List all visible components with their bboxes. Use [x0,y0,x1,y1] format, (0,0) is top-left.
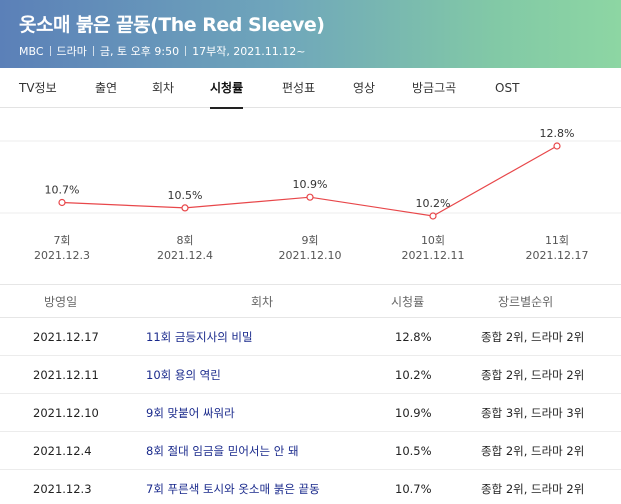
data-point [58,198,66,207]
row-date: 2021.12.3 [33,482,92,496]
row-rating: 10.7% [395,482,432,496]
row-rating: 10.9% [395,406,432,420]
ratings-chart: 10.7% 7회 2021.12.3 10.5% 8회 2021.12.4 10.9% 9회 2… [0,109,621,279]
data-point [306,193,314,201]
meta-separator [92,46,94,56]
row-rank: 종합 2위, 드라마 2위 [481,368,585,382]
row-episode-link[interactable]: 9회 맞붙어 싸워라 [146,406,235,420]
x-tick-label: 11회 [545,234,569,247]
data-label: 10.7% [45,184,80,197]
data-point [429,212,437,220]
tab-episodes[interactable]: 회차 [152,81,175,95]
row-date: 2021.12.11 [33,368,99,382]
meta-separator [49,46,51,56]
meta-airtime: 금, 토 오후 9:50 [99,45,180,58]
row-rank: 종합 2위, 드라마 2위 [481,482,585,496]
table-header: 방영일 회차 시청률 장르별순위 [0,284,621,318]
table-row: 2021.12.17 11회 금등지사의 비밀 12.8% 종합 2위, 드라마… [0,318,621,356]
x-tick-date: 2021.12.3 [34,249,90,262]
row-episode-link[interactable]: 8회 절대 임금을 믿어서는 안 돼 [146,444,299,458]
data-label: 10.5% [168,189,203,202]
row-rating: 10.5% [395,444,432,458]
meta-separator [185,46,187,56]
header-episode: 회차 [251,295,274,309]
tab-tv-info[interactable]: TV정보 [19,81,57,95]
table-row: 2021.12.10 9회 맞붙어 싸워라 10.9% 종합 3위, 드라마 3… [0,394,621,432]
row-rank: 종합 2위, 드라마 2위 [481,330,585,344]
header-date: 방영일 [44,295,78,309]
row-rating: 10.2% [395,368,432,382]
row-rank: 종합 2위, 드라마 2위 [481,444,585,458]
table-row: 2021.12.4 8회 절대 임금을 믿어서는 안 돼 10.5% 종합 2위… [0,432,621,470]
meta-channel: MBC [19,44,44,58]
row-date: 2021.12.10 [33,406,99,420]
meta-genre: 드라마 [56,45,87,58]
row-rating: 12.8% [395,330,432,344]
ratings-chart-svg: 10.7% 7회 2021.12.3 10.5% 8회 2021.12.4 10.9% 9회 2… [0,127,621,262]
table-row: 2021.12.3 7회 푸른색 토시와 옷소매 붉은 끝동 10.7% 종합 … [0,470,621,504]
data-label: 10.2% [416,197,451,210]
x-tick-date: 2021.12.17 [526,249,589,262]
tab-bar: TV정보 출연 회차 시청률 편성표 영상 방금그곡 OST [0,68,621,109]
x-tick-label: 8회 [176,234,193,247]
meta-episodes: 17부작, 2021.11.12~ [192,45,306,58]
tab-video[interactable]: 영상 [353,81,376,95]
ratings-table: 방영일 회차 시청률 장르별순위 2021.12.17 11회 금등지사의 비밀… [0,284,621,504]
row-date: 2021.12.17 [33,330,99,344]
row-date: 2021.12.4 [33,444,92,458]
program-header: 옷소매 붉은 끝동(The Red Sleeve) MBC 드라마 금, 토 오… [0,0,621,68]
tab-song[interactable]: 방금그곡 [412,81,457,95]
data-label: 10.9% [293,178,328,191]
row-rank: 종합 3위, 드라마 3위 [481,406,585,420]
x-tick-label: 7회 [53,234,70,247]
x-tick-date: 2021.12.4 [157,249,213,262]
row-episode-link[interactable]: 7회 푸른색 토시와 옷소매 붉은 끝동 [146,482,320,496]
tab-ost[interactable]: OST [495,81,520,95]
program-meta: MBC 드라마 금, 토 오후 9:50 17부작, 2021.11.12~ [19,43,306,59]
data-point [181,204,189,212]
data-point [553,142,561,150]
x-tick-date: 2021.12.10 [279,249,342,262]
header-rank: 장르별순위 [498,295,554,309]
data-label: 12.8% [540,127,575,140]
row-episode-link[interactable]: 10회 용의 역린 [146,368,221,382]
header-rating: 시청률 [391,295,425,309]
program-title[interactable]: 옷소매 붉은 끝동(The Red Sleeve) [19,14,325,36]
x-tick-date: 2021.12.11 [402,249,465,262]
x-tick-label: 9회 [301,234,318,247]
x-tick-label: 10회 [421,234,445,247]
table-row: 2021.12.11 10회 용의 역린 10.2% 종합 2위, 드라마 2위 [0,356,621,394]
row-episode-link[interactable]: 11회 금등지사의 비밀 [146,330,253,344]
tab-cast[interactable]: 출연 [95,81,118,95]
tab-schedule[interactable]: 편성표 [282,81,316,95]
tab-ratings[interactable]: 시청률 [210,68,244,109]
